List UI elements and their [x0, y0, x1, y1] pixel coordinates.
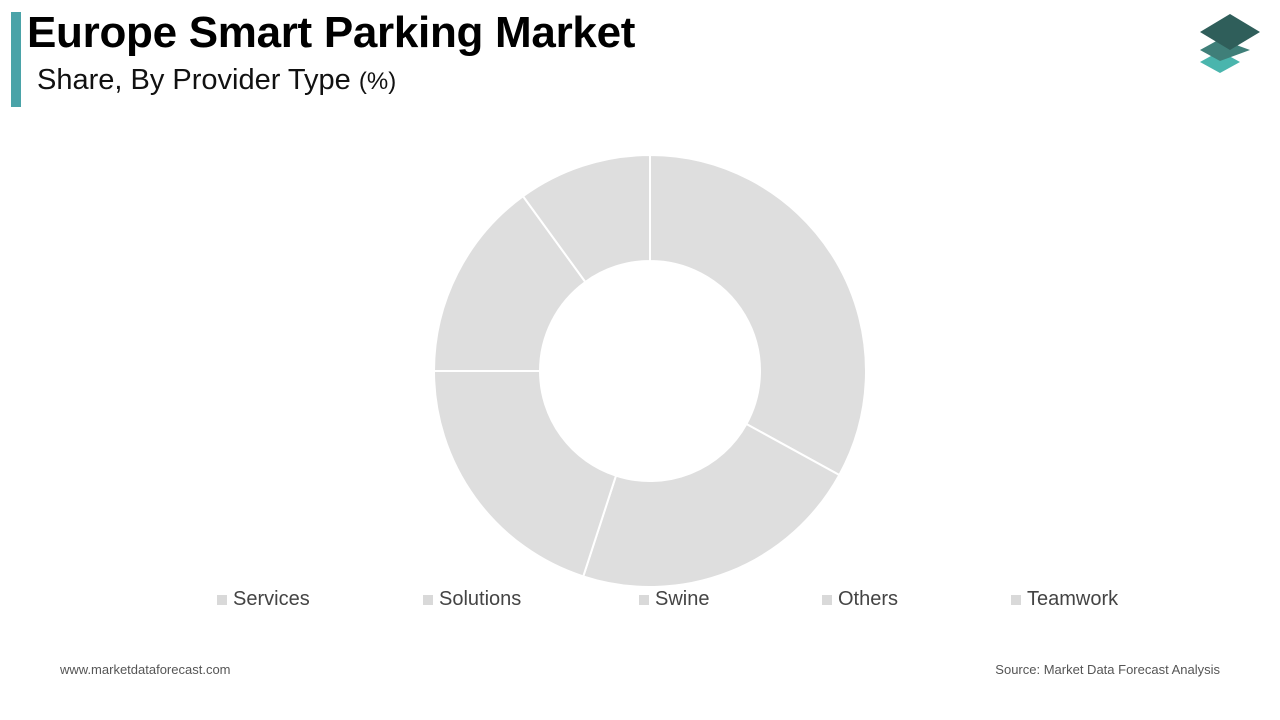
legend-item-others: Others — [822, 588, 898, 611]
legend-label: Solutions — [439, 588, 522, 610]
page-title: Europe Smart Parking Market — [27, 8, 636, 57]
stacked-layers-logo-icon — [1200, 14, 1260, 73]
footer-website: www.marketdataforecast.com — [60, 662, 231, 677]
legend-label: Teamwork — [1027, 588, 1119, 610]
legend-item-services: Services — [217, 588, 310, 611]
legend-item-swine: Swine — [639, 588, 709, 611]
legend-item-solutions: Solutions — [423, 588, 521, 611]
subtitle-unit: (%) — [358, 68, 397, 95]
legend-label: Swine — [655, 588, 710, 610]
legend-swatch — [423, 594, 433, 605]
donut-slice-others — [432, 194, 587, 372]
donut-slice-services — [649, 153, 867, 477]
footer-source: Source: Market Data Forecast Analysis — [995, 662, 1220, 677]
title-accent-bar — [11, 12, 21, 107]
legend-swatch — [217, 594, 227, 605]
page-subtitle: Share, By Provider Type (%) — [37, 64, 396, 97]
legend-swatch — [1011, 594, 1021, 605]
donut-slice-teamwork — [521, 153, 651, 284]
logo-layer-top — [1200, 14, 1260, 50]
donut-slice-solutions — [581, 422, 841, 588]
legend-swatch — [639, 594, 649, 605]
legend-item-teamwork: Teamwork — [1011, 588, 1118, 611]
legend-label: Services — [233, 588, 310, 610]
chart-legend: Services Solutions Swine Others Teamwork — [0, 588, 1280, 614]
logo-layer-middle — [1200, 39, 1250, 61]
legend-label: Others — [838, 588, 899, 610]
legend-swatch — [822, 594, 832, 605]
donut-slice-swine — [432, 370, 618, 578]
subtitle-text: Share, By Provider Type — [37, 64, 351, 96]
